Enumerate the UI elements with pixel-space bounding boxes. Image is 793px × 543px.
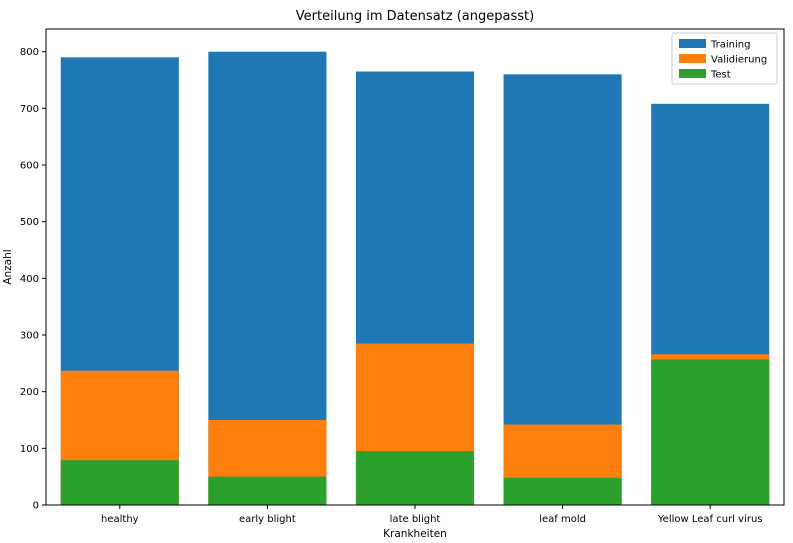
y-tick-label: 800 xyxy=(20,47,39,58)
legend-swatch-validierung xyxy=(679,54,706,63)
x-tick-label: healthy xyxy=(101,514,139,525)
y-tick-label: 400 xyxy=(20,274,39,285)
y-tick-label: 600 xyxy=(20,161,39,172)
x-tick-label: leaf mold xyxy=(539,514,586,525)
plot-frame xyxy=(45,28,785,506)
y-tick-label: 100 xyxy=(20,444,39,455)
bar-test-1 xyxy=(208,476,327,505)
bar-test-3 xyxy=(503,477,622,505)
legend-swatch-training xyxy=(679,39,706,48)
y-tick-label: 200 xyxy=(20,387,39,398)
bars-group xyxy=(60,51,770,506)
bar-test-2 xyxy=(355,451,475,505)
legend-label-test: Test xyxy=(710,70,731,81)
x-tick-label: late blight xyxy=(390,514,441,525)
chart-title: Verteilung im Datensatz (angepasst) xyxy=(296,9,534,24)
legend-label-validierung: Validierung xyxy=(711,55,767,66)
bar-test-0 xyxy=(60,460,179,505)
x-axis: healthy early blight late blight leaf mold Y… xyxy=(101,505,763,525)
legend-swatch-test xyxy=(679,69,706,78)
y-tick-label: 500 xyxy=(20,217,39,228)
x-axis-label: Krankheiten xyxy=(383,528,447,540)
x-tick-label: Yellow Leaf curl virus xyxy=(657,514,763,525)
x-tick-label: early blight xyxy=(239,514,296,525)
y-tick-label: 700 xyxy=(20,104,39,115)
y-axis-label: Anzahl xyxy=(2,249,14,284)
y-axis: 0 100 200 300 400 500 600 700 800 xyxy=(20,47,46,512)
bar-test-4 xyxy=(651,359,770,505)
y-tick-label: 300 xyxy=(20,331,39,342)
legend: Training Validierung Test xyxy=(671,32,778,85)
legend-label-training: Training xyxy=(710,40,750,51)
y-tick-label: 0 xyxy=(33,501,39,512)
